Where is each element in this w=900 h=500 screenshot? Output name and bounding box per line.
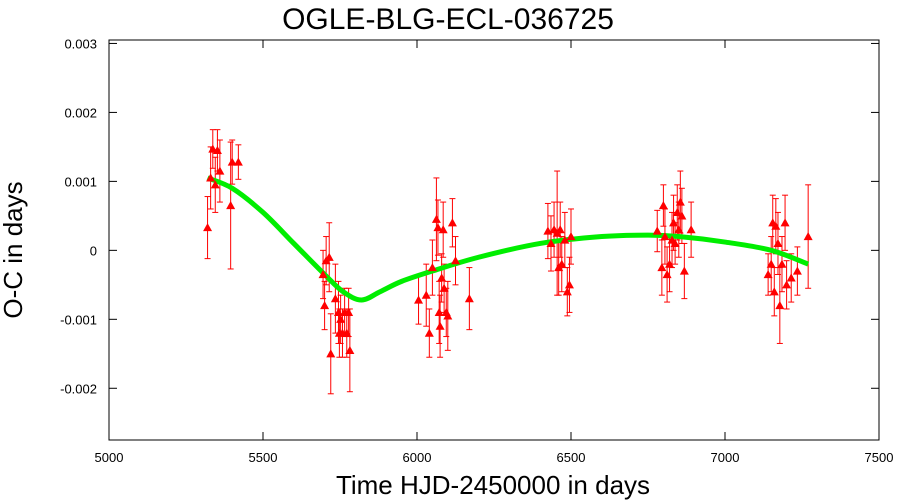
data-point: [342, 328, 352, 337]
data-point: [652, 226, 662, 235]
data-point: [766, 259, 776, 268]
data-point: [424, 328, 434, 337]
data-point: [672, 207, 682, 217]
data-point: [555, 225, 565, 234]
data-point: [670, 238, 680, 248]
y-tick-label: 0.001: [64, 174, 97, 189]
x-tick-label: 6000: [403, 450, 432, 465]
data-point: [780, 218, 790, 227]
data-point: [782, 280, 792, 289]
data-point: [212, 145, 222, 154]
x-tick-label: 5000: [95, 450, 124, 465]
data-point: [763, 269, 773, 279]
data-point: [215, 166, 225, 175]
data-point: [665, 259, 675, 268]
data-point: [771, 221, 781, 230]
chart-title: OGLE-BLG-ECL-036725: [282, 3, 614, 36]
y-tick-label: 0: [90, 243, 97, 258]
data-point: [427, 263, 437, 272]
data-point: [320, 301, 330, 310]
data-point: [775, 301, 785, 310]
data-point: [434, 307, 444, 317]
data-point: [674, 225, 684, 234]
data-point: [431, 214, 441, 223]
data-point: [210, 180, 220, 189]
data-point: [464, 294, 474, 303]
data-point: [318, 269, 328, 279]
data-point: [773, 238, 783, 248]
x-axis-label: Time HJD-2450000 in days: [336, 470, 650, 500]
y-tick-label: -0.002: [60, 381, 97, 396]
data-point: [560, 235, 570, 244]
data-point: [439, 283, 449, 292]
data-point: [437, 273, 447, 282]
data-point: [557, 259, 567, 268]
data-point: [792, 266, 802, 275]
data-point: [438, 225, 448, 234]
data-point: [447, 218, 457, 227]
y-tick-label: 0.002: [64, 105, 97, 120]
data-point: [206, 173, 216, 182]
error-bars: [204, 129, 812, 395]
data-point: [433, 223, 443, 232]
y-axis-label: O-C in days: [0, 181, 28, 318]
x-tick-label: 7500: [865, 450, 894, 465]
data-point: [226, 201, 236, 210]
data-point: [435, 321, 445, 330]
data-point: [421, 290, 431, 299]
fit-curve: [206, 175, 810, 303]
data-point: [336, 314, 346, 323]
data-point: [414, 295, 424, 304]
data-point: [786, 273, 796, 282]
data-point: [803, 232, 813, 241]
y-tick-label: -0.001: [60, 312, 97, 327]
data-point: [562, 287, 572, 296]
y-tick-label: 0.003: [64, 36, 97, 51]
axis-ticks: [108, 40, 880, 440]
data-point: [777, 259, 787, 268]
data-point: [345, 345, 355, 354]
x-tick-label: 7000: [711, 450, 740, 465]
x-tick-label: 6500: [557, 450, 586, 465]
fit-curve-path: [206, 175, 810, 303]
data-point: [669, 218, 679, 227]
data-point: [657, 263, 667, 272]
data-point: [566, 232, 576, 241]
data-point: [677, 211, 687, 220]
data-point: [675, 197, 685, 206]
data-point: [451, 256, 460, 265]
x-tick-label: 5500: [249, 450, 278, 465]
data-point: [662, 269, 672, 279]
data-point: [330, 294, 340, 303]
data-point: [679, 266, 689, 275]
plot-frame: [108, 39, 880, 441]
data-point: [564, 280, 574, 289]
data-point: [546, 238, 556, 248]
x-tick-labels: 5000 5500 6000 6500 7000 7500: [95, 450, 894, 465]
data-point: [686, 225, 696, 234]
data-point: [333, 307, 343, 317]
data-point: [660, 232, 670, 241]
data-point: [233, 157, 243, 166]
data-points: [203, 144, 813, 358]
data-point: [326, 349, 336, 358]
data-point: [344, 307, 354, 317]
data-point: [203, 223, 213, 232]
data-point: [658, 201, 668, 210]
data-point: [324, 252, 334, 261]
data-point: [769, 287, 779, 296]
y-tick-labels: -0.002 -0.001 0 0.001 0.002 0.003: [60, 36, 97, 396]
data-point: [443, 311, 453, 320]
data-point: [227, 157, 237, 166]
